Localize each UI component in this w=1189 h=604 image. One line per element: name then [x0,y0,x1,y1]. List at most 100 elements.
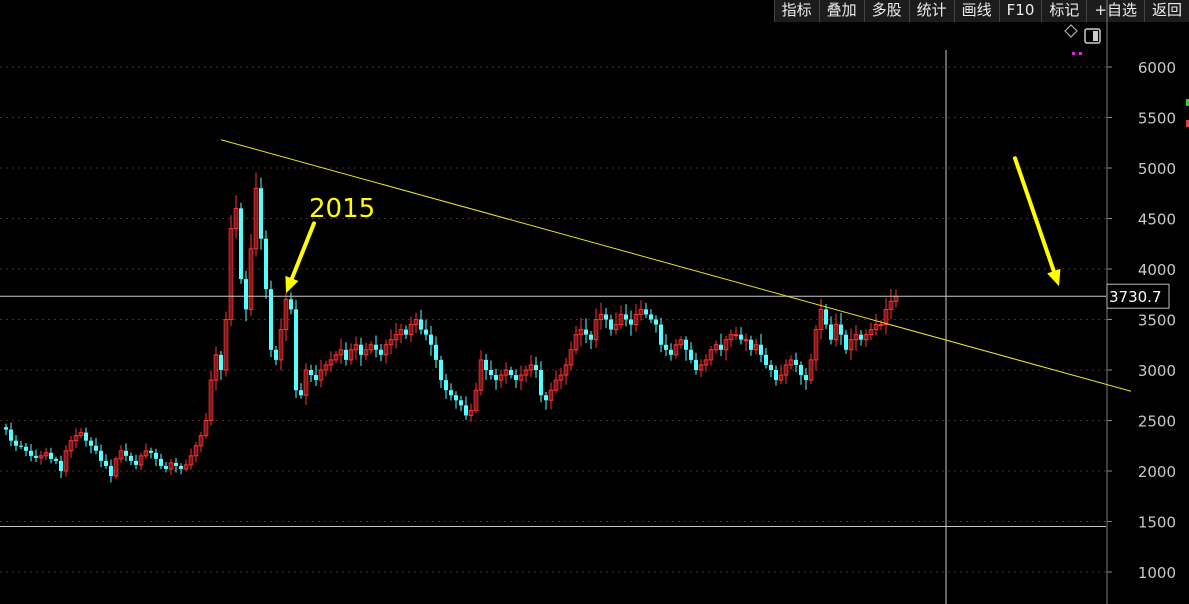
candle-body-down [459,400,463,406]
candle-body-down [174,462,178,466]
candle-body-up [563,364,569,376]
candle-body-up [188,455,194,466]
toolbar-back-button[interactable]: 返回 [1143,0,1189,22]
candle-body-up [633,313,639,326]
candle-body-up [198,435,204,447]
candle-body-down [844,334,848,350]
candle-body-down [829,324,833,340]
toolbar-overlay-button[interactable]: 叠加 [818,0,864,22]
candle-body-down [14,440,18,446]
candle-body-down [464,405,468,416]
candle-body-down [804,375,808,381]
candle-body-down [439,359,443,381]
candle-body-up [818,308,824,331]
toolbar-add-watchlist-button[interactable]: +自选 [1086,0,1144,22]
toolbar-mark-button[interactable]: 标记 [1041,0,1087,22]
candle-body-down [419,319,423,330]
candle-body-up [118,450,124,460]
annotation-arrow-2015-shaft [289,221,316,281]
candle-body-down [9,429,13,441]
candle-body-down [164,465,168,469]
candle-body-up [833,324,839,341]
candle-body-up [548,389,554,401]
y-tick-label: 6000 [1138,59,1176,77]
candle-body-up [518,374,524,381]
candle-body-down [59,460,63,471]
candle-body-up [408,324,414,336]
y-tick-label: 1000 [1138,564,1176,582]
candle-body-down [294,309,298,391]
candle-body-up [778,374,784,381]
candle-body-down [19,445,23,447]
candle-body-up [393,334,399,341]
candle-body-up [303,369,309,396]
panel-toggle-icon [1084,28,1101,44]
candle-body-down [509,370,513,376]
candle-body-up [353,344,359,351]
candle-body-down [739,334,743,340]
toolbar-f10-button[interactable]: F10 [998,0,1042,22]
candle-body-up [593,319,599,341]
candle-body-down [259,188,263,239]
candle-body-down [654,319,658,325]
candle-body-down [239,208,243,280]
candle-body-down [604,314,608,320]
candle-body-up [323,364,329,371]
candle-body-down [769,364,773,370]
candle-body-up [573,334,579,351]
candle-body-down [824,309,828,325]
candle-body-down [589,334,593,340]
candle-body-down [269,289,273,350]
toolbar-indicator-button[interactable]: 指标 [773,0,819,22]
candle-body-down [584,329,588,335]
candle-body-up [283,298,289,331]
annotation-label-2015: 2015 [309,194,375,224]
candle-body-up [598,313,604,321]
candle-body-down [179,465,183,469]
candle-body-up [63,450,69,472]
candle-body-up [568,349,574,366]
candle-body-up [38,455,44,459]
candle-body-down [109,465,113,477]
candle-body-down [649,314,653,320]
candle-body-down [484,359,488,370]
indicator-dot-icon [1072,52,1075,55]
edge-marker-icon [1186,99,1189,106]
candle-body-up [878,324,884,327]
candle-body-up [223,319,229,371]
candle-body-up [863,334,869,341]
toolbar-multi-stock-button[interactable]: 多股 [863,0,909,22]
candle-body-up [328,359,334,366]
candle-body-down [309,370,313,376]
candle-body-up [888,300,894,310]
panel-toggle-icon-fill [1093,31,1098,41]
candle-body-down [544,395,548,401]
candle-body-up [708,349,714,361]
candle-body-down [629,319,633,325]
candle-body-up [678,339,684,346]
y-tick-label: 5000 [1138,160,1176,178]
candle-body-down [124,450,128,456]
candle-body-down [794,359,798,365]
candle-body-down [149,450,153,453]
candle-body-down [274,349,278,360]
candle-body-down [379,349,383,355]
candle-body-down [534,364,538,370]
candle-body-up [558,374,564,381]
candle-body-down [749,339,753,350]
diamond-icon [1064,24,1078,38]
toolbar-statistics-button[interactable]: 统计 [908,0,954,22]
toolbar-draw-line-button[interactable]: 画线 [953,0,999,22]
candle-body-up [143,450,149,457]
candle-body-up [673,344,679,356]
y-tick-label: 1500 [1138,514,1176,532]
candle-body-down [344,349,348,360]
candle-body-up [868,329,874,336]
y-tick-label: 2000 [1138,463,1176,481]
candle-body-up [193,445,199,457]
candle-body-up [233,207,239,230]
annotation-arrow-current-shaft [1013,156,1056,274]
y-tick-label: 4500 [1138,211,1176,229]
candle-body-down [314,375,318,381]
